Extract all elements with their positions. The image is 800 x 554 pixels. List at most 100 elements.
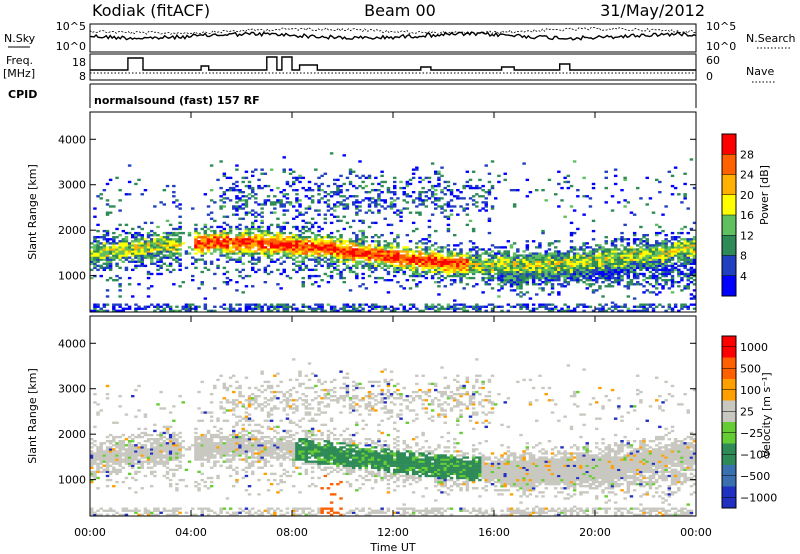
heatmap-cell: [535, 246, 539, 249]
heatmap-cell: [544, 305, 548, 308]
heatmap-cell: [484, 305, 488, 308]
heatmap-cell: [692, 272, 697, 276]
heatmap-cell: [235, 260, 239, 263]
heatmap-cell: [563, 272, 567, 276]
heatmap-cell: [156, 446, 160, 449]
station-title: Kodiak (fitACF): [92, 1, 210, 20]
heatmap-cell: [118, 285, 122, 288]
heatmap-cell: [367, 266, 372, 270]
heatmap-cell: [219, 186, 223, 190]
heatmap-cell: [263, 242, 268, 245]
heatmap-cell: [531, 281, 536, 284]
heatmap-cell: [465, 270, 470, 274]
heatmap-cell: [115, 303, 119, 306]
heatmap-cell: [358, 309, 362, 313]
heatmap-cell: [339, 219, 343, 223]
heatmap-cell: [487, 193, 492, 196]
heatmap-cell: [131, 242, 135, 245]
heatmap-cell: [165, 254, 170, 257]
heatmap-cell: [636, 264, 640, 268]
heatmap-cell: [238, 236, 242, 239]
heatmap-cell: [288, 305, 293, 308]
heatmap-cell: [105, 260, 110, 263]
heatmap-cell: [582, 256, 586, 259]
heatmap-cell: [216, 460, 220, 463]
heatmap-cell: [642, 252, 646, 255]
heatmap-cell: [146, 272, 151, 276]
heatmap-cell: [295, 225, 299, 229]
heatmap-cell: [209, 229, 214, 233]
heatmap-cell: [648, 276, 653, 280]
heatmap-cell: [503, 268, 507, 272]
heatmap-cell: [576, 264, 580, 268]
heatmap-cell: [361, 276, 365, 280]
freq-frame: [89, 53, 697, 81]
heatmap-cell: [121, 238, 126, 241]
heatmap-cell: [348, 252, 353, 255]
heatmap-cell: [263, 281, 268, 284]
heatmap-cell: [348, 268, 353, 272]
heatmap-cell: [127, 246, 132, 249]
heatmap-cell: [108, 454, 113, 457]
heatmap-cell: [137, 252, 141, 255]
heatmap-cell: [317, 305, 321, 308]
heatmap-cell: [342, 260, 346, 263]
heatmap-cell: [232, 433, 236, 437]
heatmap-cell: [535, 266, 539, 270]
heatmap-cell: [421, 178, 425, 182]
heatmap-cell: [547, 276, 552, 280]
heatmap-cell: [497, 279, 501, 282]
heatmap-cell: [90, 509, 94, 512]
heatmap-cell: [509, 272, 514, 276]
heatmap-cell: [604, 270, 608, 274]
heatmap-cell: [153, 454, 157, 457]
heatmap-cell: [453, 234, 457, 237]
heatmap-cell: [336, 264, 340, 268]
heatmap-cell: [96, 229, 100, 233]
heatmap-cell: [213, 433, 217, 437]
heatmap-cell: [156, 450, 160, 453]
heatmap-cell: [209, 217, 214, 220]
heatmap-cell: [96, 468, 100, 472]
heatmap-cell: [146, 305, 151, 308]
heatmap-cell: [175, 438, 179, 441]
heatmap-cell: [162, 244, 167, 247]
heatmap-cell: [525, 264, 530, 268]
heatmap-cell: [522, 272, 526, 276]
heatmap-cell: [683, 244, 687, 247]
heatmap-cell: [487, 283, 492, 286]
heatmap-cell: [209, 433, 214, 437]
heatmap-cell: [320, 303, 324, 306]
heatmap-cell: [446, 180, 451, 184]
heatmap-cell: [579, 264, 583, 268]
heatmap-cell: [434, 207, 438, 210]
heatmap-cell: [146, 452, 151, 455]
heatmap-cell: [339, 252, 343, 255]
heatmap-cell: [175, 256, 179, 259]
heatmap-cell: [598, 309, 602, 313]
heatmap-cell: [399, 268, 403, 272]
heatmap-cell: [585, 254, 589, 257]
heatmap-cell: [276, 242, 280, 245]
heatmap-cell: [411, 176, 416, 180]
heatmap-cell: [566, 307, 571, 310]
heatmap-cell: [295, 248, 299, 251]
heatmap-cell: [411, 172, 416, 175]
heatmap-cell: [165, 231, 170, 235]
heatmap-cell: [415, 205, 419, 208]
heatmap-cell: [314, 307, 318, 310]
heatmap-cell: [563, 180, 567, 184]
heatmap-cell: [424, 266, 429, 270]
heatmap-cell: [301, 176, 305, 180]
heatmap-cell: [150, 242, 154, 245]
heatmap-cell: [623, 305, 627, 308]
heatmap-cell: [159, 462, 163, 465]
heatmap-cell: [604, 266, 608, 270]
heatmap-cell: [118, 513, 122, 517]
heatmap-cell: [336, 246, 340, 249]
heatmap-cell: [620, 244, 624, 247]
heatmap-cell: [213, 460, 217, 463]
heatmap-cell: [648, 244, 653, 247]
heatmap-cell: [112, 470, 116, 474]
heatmap-cell: [601, 258, 605, 261]
